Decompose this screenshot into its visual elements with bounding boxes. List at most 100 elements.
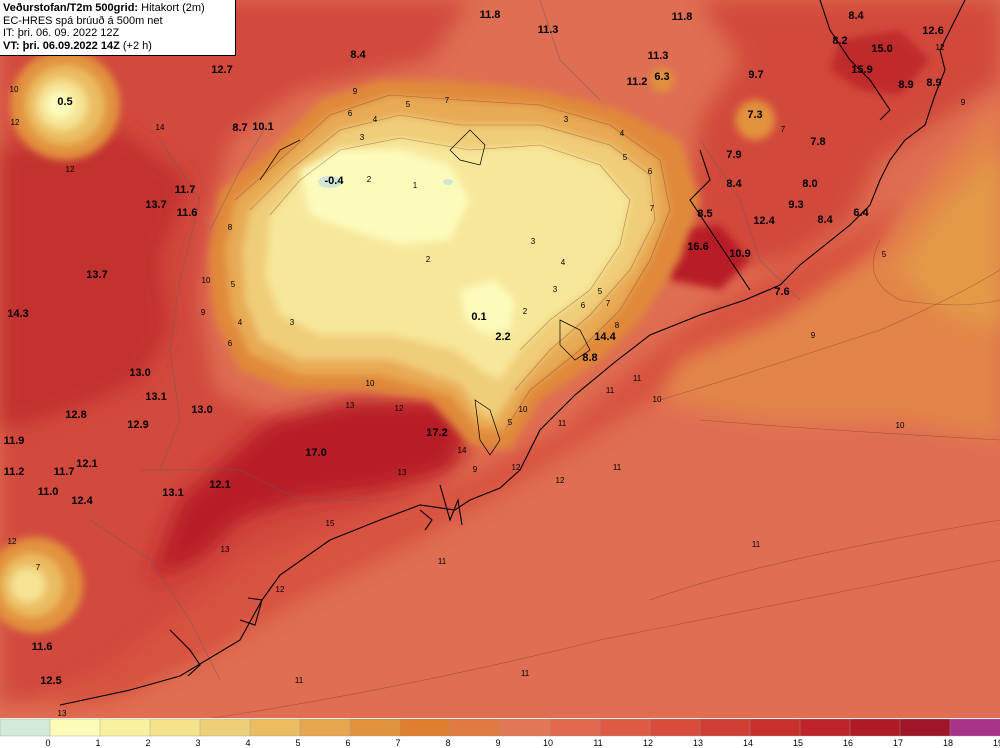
valid-time: þri. 06.09.2022 14Z	[22, 39, 120, 52]
legend-tick: 19	[993, 738, 1000, 748]
contour-label: 5	[508, 418, 513, 427]
init-label: IT:	[3, 27, 15, 39]
station-value: 0.5	[57, 96, 72, 108]
legend-swatch	[99, 718, 151, 737]
contour-label: 13	[58, 709, 67, 718]
contour-label: 7	[36, 563, 41, 572]
station-value: 7.3	[747, 109, 762, 121]
station-value: 17.2	[426, 427, 447, 439]
station-value: 13.1	[145, 391, 166, 403]
western-dark-land	[0, 130, 190, 430]
contour-label: 9	[811, 331, 816, 340]
legend-swatch	[49, 718, 101, 737]
contour-label: 13	[398, 468, 407, 477]
offshore-cool-band	[660, 100, 1000, 440]
station-value: 15.0	[871, 43, 892, 55]
station-value: 12.7	[211, 64, 232, 76]
contour-label: 14	[156, 123, 165, 132]
contour-label: 12	[556, 476, 565, 485]
contour-label: 7	[650, 204, 655, 213]
legend-tick: 11	[593, 738, 602, 748]
contour-label: 10	[366, 379, 375, 388]
contour-label: 4	[620, 129, 625, 138]
glacier-outlines	[259, 129, 591, 456]
contour-label: 8	[228, 223, 233, 232]
offshore-cooler	[900, 150, 1000, 330]
station-value: 11.0	[38, 486, 59, 498]
contour-label: 2	[523, 307, 528, 316]
contour-label: 6	[581, 301, 586, 310]
legend-swatch	[299, 718, 351, 737]
contour-label: 13	[221, 545, 230, 554]
station-value: 11.2	[4, 466, 25, 478]
contour-label: 9	[201, 308, 206, 317]
legend-swatch	[749, 718, 801, 737]
station-value: 13.1	[162, 487, 183, 499]
contour-label: 9	[353, 87, 358, 96]
station-value: 12.1	[209, 479, 230, 491]
legend-tick: 18	[943, 738, 953, 748]
cool-hill-east	[650, 68, 775, 140]
station-value: 7.9	[726, 149, 741, 161]
contour-label: 11	[633, 374, 642, 383]
legend-tick: 13	[693, 738, 703, 748]
northeast-hot	[830, 30, 930, 95]
station-value: 8.4	[350, 49, 366, 61]
station-value: 12.8	[65, 409, 86, 421]
station-value: 11.3	[538, 24, 559, 36]
cool-hill-southwest	[0, 537, 83, 633]
contour-label: 4	[373, 115, 378, 124]
contour-label: 14	[458, 446, 467, 455]
station-value: 12.5	[40, 675, 61, 687]
legend-swatch	[249, 718, 301, 737]
contour-label: 11	[295, 676, 304, 685]
station-value: 11.6	[32, 641, 53, 653]
station-value: 7.6	[774, 286, 789, 298]
contour-label: 11	[521, 669, 530, 678]
station-value: 12.4	[71, 495, 93, 507]
station-value: 11.7	[175, 184, 196, 196]
legend-swatch	[499, 718, 551, 737]
contour-label: 11	[752, 540, 761, 549]
contour-label: 12	[8, 537, 17, 546]
station-value: 11.8	[672, 11, 693, 23]
legend-tick: 1	[95, 738, 100, 748]
south-hot-region	[150, 400, 470, 580]
map-subtitle: Hitakort (2m)	[141, 2, 205, 14]
station-value: 16.6	[687, 241, 708, 253]
station-value: 8.5	[697, 208, 712, 220]
coastal-band	[40, 200, 900, 705]
station-value: 8.0	[802, 178, 817, 190]
legend-tick: 4	[245, 738, 250, 748]
highland-core-1	[300, 150, 470, 245]
legend-tick: 14	[743, 738, 753, 748]
station-value: 12.6	[922, 25, 943, 37]
contour-label: 7	[781, 125, 786, 134]
contour-label: 5	[231, 280, 236, 289]
legend-swatch	[899, 718, 951, 737]
contour-label: 3	[564, 115, 569, 124]
freezing-spot-2	[443, 179, 453, 185]
legend-swatch	[599, 718, 651, 737]
station-value: 9.3	[788, 199, 803, 211]
station-value: 8.4	[817, 214, 833, 226]
legend-tick: 0	[45, 738, 50, 748]
contour-label: 11	[613, 463, 622, 472]
station-value: 11.6	[177, 207, 198, 219]
contour-label: 2	[426, 255, 431, 264]
legend-swatch	[549, 718, 601, 737]
contour-label: 4	[238, 318, 243, 327]
contour-label: 12	[395, 404, 404, 413]
contour-label: 6	[348, 109, 353, 118]
contour-label: 11	[606, 386, 615, 395]
contour-label: 5	[406, 100, 411, 109]
station-value: 11.8	[480, 9, 501, 21]
station-value: 11.3	[648, 50, 669, 62]
legend-tick: 15	[793, 738, 803, 748]
station-value: 8.8	[582, 352, 597, 364]
contour-label: 1	[413, 181, 418, 190]
legend-swatch	[0, 718, 51, 737]
station-value: 6.4	[853, 207, 869, 219]
legend-tick: 7	[395, 738, 400, 748]
